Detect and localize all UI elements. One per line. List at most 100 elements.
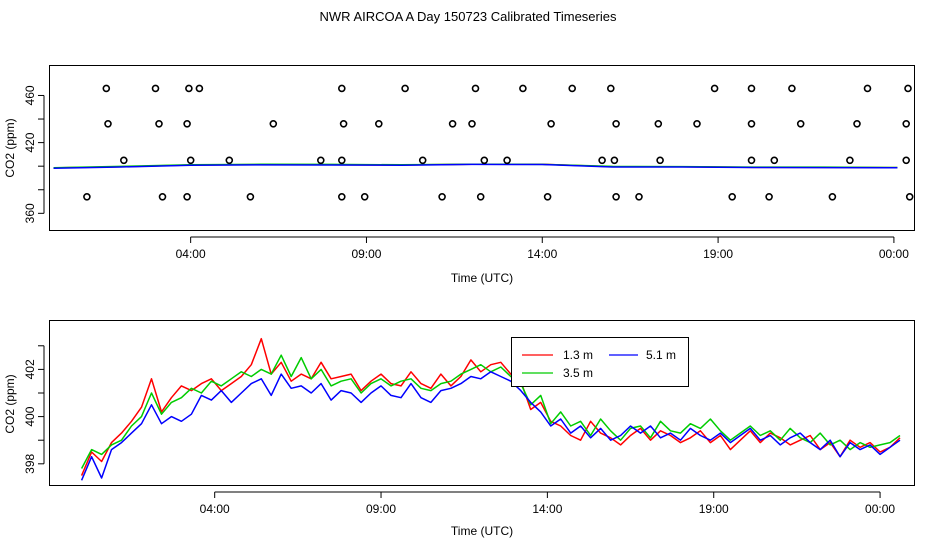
x-tick-label: 04:00 [200, 502, 230, 516]
calibration-point [598, 156, 606, 165]
top-y-axis-label: CO2 (ppm) [3, 118, 17, 177]
x-tick-label: 00:00 [879, 247, 909, 261]
bottom-series-lines [80, 337, 901, 481]
x-tick-label: 09:00 [366, 502, 396, 516]
calibration-point [612, 120, 620, 128]
calibration-point [693, 120, 701, 128]
x-tick-label: 04:00 [176, 247, 206, 261]
calibration-point [612, 193, 620, 201]
calibration-point [710, 84, 719, 93]
top-y-axis: 360 420 460 [23, 85, 45, 223]
calibration-point [225, 156, 234, 165]
x-tick-label: 09:00 [351, 247, 381, 261]
calibration-point [337, 84, 346, 93]
calibration-point [656, 156, 664, 165]
calibration-point [151, 84, 160, 93]
calibration-point [480, 156, 489, 165]
calibration-point [102, 84, 111, 93]
calibration-point [269, 120, 278, 128]
y-tick-label: 398 [23, 453, 37, 473]
legend-label-1-3m: 1.3 m [563, 348, 593, 362]
calibration-point [360, 193, 369, 201]
calibration-point [183, 193, 191, 201]
bottom-x-axis: 04:00 09:00 14:00 19:00 00:00 [200, 491, 895, 516]
top-x-axis: 04:00 09:00 14:00 19:00 00:00 [176, 236, 909, 261]
calibration-point [747, 156, 756, 165]
calibration-point [765, 193, 773, 201]
calibration-point [747, 120, 756, 128]
calibration-point [476, 193, 485, 201]
x-tick-label: 00:00 [865, 502, 895, 516]
series-line-5-1-m [53, 163, 898, 170]
top-x-axis-label: Time (UTC) [451, 271, 513, 285]
calibration-point [155, 120, 163, 128]
bottom-y-axis: 398 400 402 [23, 345, 45, 474]
calibration-point [183, 120, 191, 128]
calibration-point [568, 84, 577, 93]
series-line-5-1-m [80, 371, 901, 481]
calibration-point [185, 84, 193, 93]
calibration-point [654, 120, 663, 128]
calibration-point [519, 84, 527, 93]
calibration-point [853, 120, 861, 128]
bottom-panel: 04:00 09:00 14:00 19:00 00:00 398 400 402 Time… [3, 320, 915, 538]
calibration-point [246, 193, 255, 201]
legend-label-5-1m: 5.1 m [646, 348, 676, 362]
calibration-point [337, 156, 346, 165]
calibration-point [747, 84, 756, 93]
x-tick-label: 19:00 [703, 247, 733, 261]
calibration-point [770, 156, 779, 165]
y-tick-label: 420 [23, 132, 37, 152]
series-line-1-3-m [80, 337, 901, 476]
legend-label-3-5m: 3.5 m [563, 366, 593, 380]
calibration-point [543, 193, 552, 201]
calibration-point [401, 84, 409, 93]
calibration-point [316, 156, 325, 165]
top-calibration-points [83, 84, 914, 201]
calibration-point [503, 156, 511, 165]
calibration-point [863, 84, 872, 93]
calibration-point [547, 120, 555, 128]
calibration-point [788, 84, 796, 93]
calibration-point [904, 84, 912, 93]
top-baseline-series [53, 163, 898, 170]
y-tick-label: 402 [23, 359, 37, 379]
calibration-point [195, 84, 204, 93]
calibration-point [828, 193, 837, 201]
calibration-point [635, 193, 643, 201]
x-tick-label: 14:00 [527, 247, 557, 261]
calibration-point [337, 193, 346, 201]
calibration-point [448, 120, 457, 128]
x-tick-label: 14:00 [532, 502, 562, 516]
calibration-point [104, 120, 112, 128]
calibration-point [438, 193, 446, 201]
calibration-point [418, 156, 427, 165]
calibration-point [120, 156, 128, 165]
y-tick-label: 360 [23, 203, 37, 223]
calibration-point [158, 193, 167, 201]
calibration-point [796, 120, 805, 128]
calibration-point [374, 120, 383, 128]
calibration-point [902, 156, 911, 165]
calibration-point [610, 156, 619, 165]
calibration-point [468, 120, 476, 128]
bottom-plot-frame [49, 320, 915, 486]
calibration-point [83, 193, 91, 201]
calibration-point [606, 84, 615, 93]
calibration-point [471, 84, 480, 93]
calibration-point [846, 156, 854, 165]
page-title: NWR AIRCOA A Day 150723 Calibrated Times… [319, 9, 617, 24]
y-tick-label: 460 [23, 85, 37, 105]
bottom-y-axis-label: CO2 (ppm) [3, 374, 17, 433]
legend: 1.3 m 3.5 m 5.1 m [511, 337, 689, 387]
bottom-x-axis-label: Time (UTC) [451, 524, 513, 538]
top-plot-frame [49, 65, 915, 231]
calibration-point [728, 193, 737, 201]
calibration-point [905, 193, 914, 201]
calibration-point [902, 120, 911, 128]
calibration-point [339, 120, 348, 128]
y-tick-label: 400 [23, 406, 37, 426]
x-tick-label: 19:00 [699, 502, 729, 516]
top-panel: 04:00 09:00 14:00 19:00 00:00 360 420 460 Time… [3, 65, 915, 285]
